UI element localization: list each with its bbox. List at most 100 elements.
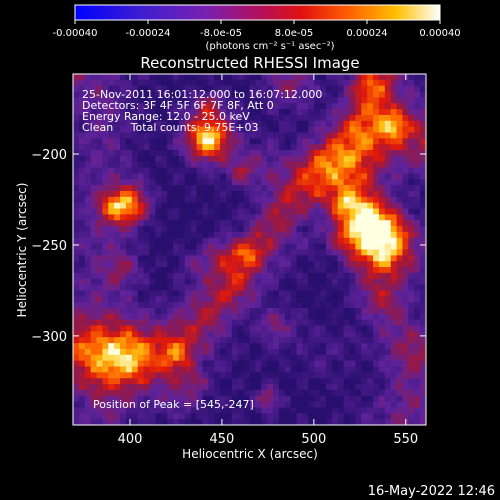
heatmap-cell: [290, 343, 297, 350]
heatmap-cell: [202, 91, 209, 98]
heatmap-cell: [84, 243, 92, 250]
heatmap-cell: [90, 155, 97, 163]
heatmap-cell: [155, 91, 162, 98]
heatmap-cell: [125, 237, 133, 245]
heatmap-cell: [314, 155, 321, 163]
heatmap-cell: [108, 325, 115, 332]
heatmap-cell: [367, 103, 374, 110]
heatmap-cell: [384, 79, 392, 87]
heatmap-cell: [167, 255, 174, 262]
heatmap-cell: [390, 226, 397, 233]
heatmap-cell: [420, 278, 426, 285]
heatmap-cell: [284, 308, 292, 315]
heatmap-cell: [108, 126, 115, 133]
heatmap-cell: [243, 179, 250, 186]
heatmap-cell: [267, 313, 274, 321]
heatmap-cell: [190, 407, 197, 414]
heatmap-cell: [114, 85, 121, 92]
heatmap-cell: [261, 120, 268, 128]
heatmap-cell: [314, 384, 321, 391]
heatmap-cell: [331, 395, 339, 402]
heatmap-cell: [137, 249, 144, 256]
heatmap-cell: [325, 85, 333, 92]
heatmap-cell: [220, 74, 227, 81]
heatmap-cell: [149, 191, 156, 198]
heatmap-cell: [320, 126, 327, 133]
heatmap-cell: [120, 150, 127, 157]
heatmap-cell: [167, 103, 174, 110]
heatmap-cell: [355, 237, 362, 245]
heatmap-cell: [131, 331, 139, 338]
heatmap-cell: [108, 348, 115, 356]
heatmap-cell: [125, 331, 133, 338]
heatmap-cell: [384, 366, 392, 373]
heatmap-cell: [396, 132, 403, 139]
heatmap-cell: [184, 109, 192, 116]
heatmap-cell: [273, 109, 280, 116]
heatmap-cell: [296, 378, 303, 385]
heatmap-cell: [331, 214, 339, 221]
heatmap-cell: [296, 109, 303, 116]
heatmap-cell: [173, 231, 180, 239]
heatmap-cell: [390, 167, 397, 174]
heatmap-cell: [384, 337, 392, 344]
heatmap-cell: [325, 313, 333, 321]
heatmap-cell: [220, 337, 227, 344]
heatmap-cell: [173, 167, 180, 174]
heatmap-cell: [314, 150, 321, 157]
heatmap-cell: [220, 155, 227, 163]
heatmap-cell: [190, 103, 197, 110]
heatmap-cell: [273, 331, 280, 338]
heatmap-cell: [237, 261, 245, 268]
heatmap-cell: [296, 243, 303, 250]
heatmap-cell: [361, 348, 368, 356]
heatmap-cell: [373, 331, 380, 338]
heatmap-cell: [302, 290, 309, 297]
heatmap-cell: [208, 231, 215, 239]
heatmap-cell: [190, 226, 197, 233]
heatmap-cell: [349, 85, 356, 92]
heatmap-cell: [208, 202, 215, 209]
heatmap-cell: [149, 384, 156, 391]
heatmap-cell: [220, 196, 227, 204]
heatmap-cell: [384, 74, 392, 81]
y-axis-ticks: −200−250−300: [31, 148, 426, 345]
heatmap-cell: [149, 389, 156, 397]
heatmap-cell: [202, 97, 209, 104]
heatmap-cell: [361, 360, 368, 367]
heatmap-cell: [173, 372, 180, 379]
heatmap-cell: [278, 372, 286, 379]
heatmap-cell: [108, 208, 115, 215]
heatmap-cell: [343, 97, 350, 104]
heatmap-cell: [178, 337, 186, 344]
heatmap-cell: [337, 144, 345, 151]
heatmap-cell: [202, 114, 209, 122]
heatmap-cell: [167, 161, 174, 168]
heatmap-cell: [343, 343, 350, 350]
heatmap-cell: [255, 302, 262, 309]
heatmap-cell: [125, 185, 133, 192]
heatmap-cell: [390, 366, 397, 373]
heatmap-cell: [161, 255, 168, 262]
heatmap-cell: [284, 389, 292, 397]
heatmap-cell: [373, 290, 380, 297]
heatmap-cell: [96, 302, 103, 309]
heatmap-cell: [131, 401, 139, 408]
heatmap-cell: [378, 378, 386, 385]
heatmap-cell: [273, 389, 280, 397]
heatmap-cell: [90, 308, 97, 315]
heatmap-cell: [73, 384, 80, 391]
heatmap-cell: [78, 419, 86, 425]
heatmap-cell: [190, 243, 197, 250]
heatmap-cell: [396, 79, 403, 87]
heatmap-cell: [225, 97, 233, 104]
heatmap-cell: [402, 91, 409, 98]
heatmap-cell: [84, 120, 92, 128]
heatmap-cell: [355, 103, 362, 110]
heatmap-cell: [373, 97, 380, 104]
heatmap-cell: [355, 196, 362, 204]
heatmap-cell: [267, 202, 274, 209]
heatmap-cell: [296, 214, 303, 221]
heatmap-cell: [267, 261, 274, 268]
heatmap-cell: [278, 231, 286, 239]
